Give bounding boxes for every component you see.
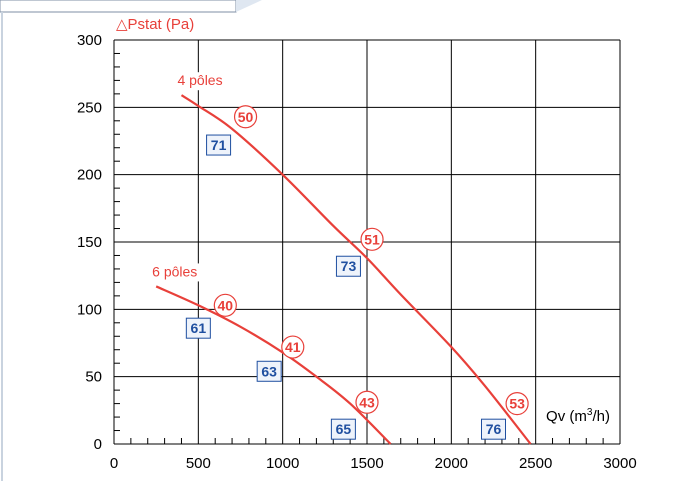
y-tick-label: 250 xyxy=(77,99,102,116)
box-label-frame xyxy=(335,255,361,277)
series-label: 6 pôles xyxy=(152,263,197,279)
circle-label-text: 40 xyxy=(218,297,234,313)
circle-label-ring xyxy=(355,390,379,414)
circle-label-ring xyxy=(213,293,237,317)
curve-series-1 xyxy=(180,94,532,445)
x-axis-title-main: Qv (m xyxy=(546,408,587,425)
circle-label-text: 50 xyxy=(238,109,254,125)
x-axis-title-superscript: 3 xyxy=(587,407,593,418)
circle-label-ring xyxy=(281,335,305,359)
x-tick-label: 500 xyxy=(186,455,211,472)
x-tick-label: 2000 xyxy=(435,455,468,472)
circle-label-ring xyxy=(233,105,258,129)
series-label: 4 pôles xyxy=(177,72,222,88)
header-box-shadow xyxy=(236,0,262,12)
box-label-text: 71 xyxy=(211,137,227,153)
x-tick-label: 3000 xyxy=(603,455,636,472)
box-label-text: 63 xyxy=(261,363,277,379)
box-label-text: 65 xyxy=(336,421,352,437)
circle-label-ring xyxy=(360,227,384,251)
y-tick-label: 300 xyxy=(77,32,102,49)
y-axis-title: △Pstat (Pa) xyxy=(116,16,194,33)
x-tick-label: 1000 xyxy=(266,455,299,472)
x-axis-title: Qv (m3/h) xyxy=(546,407,610,425)
y-tick-label: 100 xyxy=(77,301,102,318)
y-tick-label: 50 xyxy=(85,369,102,386)
box-label-frame xyxy=(330,418,356,440)
box-label-frame xyxy=(256,360,282,382)
y-tick-label: 200 xyxy=(77,167,102,184)
box-label-frame xyxy=(185,317,211,339)
box-label-frame xyxy=(206,134,232,156)
circle-label-text: 41 xyxy=(285,339,301,355)
header-box xyxy=(0,0,237,13)
x-tick-label: 1500 xyxy=(350,455,383,472)
circle-label-text: 51 xyxy=(364,231,380,247)
circle-label-text: 43 xyxy=(359,394,375,410)
y-tick-label: 150 xyxy=(77,234,102,251)
circle-label-text: 53 xyxy=(509,396,525,412)
y-tick-label: 0 xyxy=(94,436,102,453)
x-tick-label: 0 xyxy=(110,455,118,472)
x-tick-label: 2500 xyxy=(519,455,552,472)
series-label-background xyxy=(173,72,238,91)
x-axis-title-tail: /h) xyxy=(592,408,610,425)
series-label-background xyxy=(148,263,213,282)
box-label-text: 76 xyxy=(486,421,502,437)
circle-label-ring xyxy=(505,392,529,416)
box-label-text: 73 xyxy=(341,258,357,274)
box-label-frame xyxy=(481,418,506,440)
box-label-text: 61 xyxy=(191,320,207,336)
